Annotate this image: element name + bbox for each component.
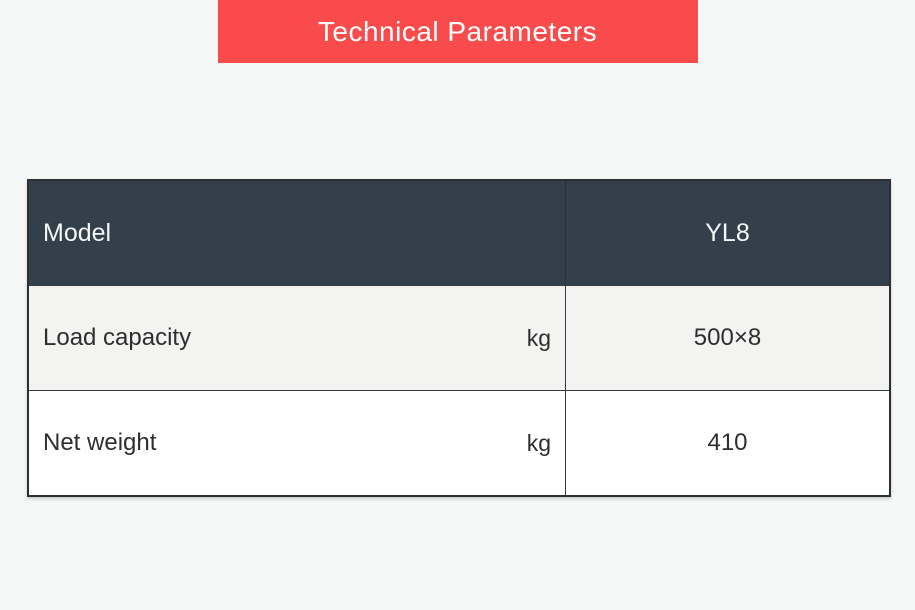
header-value-cell: YL8 <box>566 181 889 285</box>
value-cell: 500×8 <box>566 286 889 390</box>
param-unit: kg <box>526 324 551 351</box>
table-row: Net weight kg 410 <box>29 390 889 495</box>
header-param-label: Model <box>43 218 112 247</box>
header-value-label: YL8 <box>705 218 750 247</box>
param-cell: Net weight kg <box>29 391 566 495</box>
technical-parameters-table: Model YL8 Load capacity kg 500×8 Net wei… <box>27 179 891 497</box>
header-param-cell: Model <box>29 181 566 285</box>
param-label: Net weight <box>43 429 157 456</box>
param-label: Load capacity <box>43 324 192 351</box>
param-value: 500×8 <box>693 324 762 351</box>
section-title: Technical Parameters <box>317 15 598 47</box>
param-value: 410 <box>707 429 748 456</box>
table-row: Load capacity kg 500×8 <box>29 285 889 390</box>
table-header-row: Model YL8 <box>29 181 889 285</box>
param-unit: kg <box>526 429 551 456</box>
value-cell: 410 <box>566 391 889 495</box>
section-title-banner: Technical Parameters <box>217 0 698 63</box>
param-cell: Load capacity kg <box>29 286 566 390</box>
